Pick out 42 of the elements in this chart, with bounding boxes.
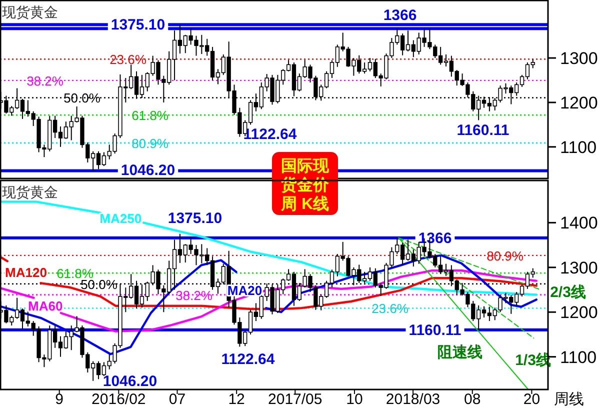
- y-tick-label: 1100: [560, 138, 597, 157]
- annotation: 1160.11: [456, 122, 510, 139]
- annotation: 61.8%: [56, 266, 94, 281]
- x-tick-label: 10: [346, 391, 363, 408]
- annotation: 61.8%: [132, 108, 169, 123]
- series-label: MA60: [28, 298, 63, 314]
- annotation: 80.9%: [486, 248, 524, 264]
- annotation: 阻速线: [438, 344, 482, 361]
- x-tick-label: 2016/02: [92, 391, 146, 408]
- annotation: 1366: [418, 230, 452, 247]
- chart-title: 现货黄金: [2, 184, 58, 200]
- y-tick-label: 1100: [560, 348, 597, 367]
- x-tick-label: 12: [228, 391, 245, 408]
- annotation: 1375.10: [110, 16, 166, 34]
- y-tick-label: 1300: [560, 258, 598, 278]
- x-tick-label: 08: [464, 391, 481, 408]
- y-tick-label: 1200: [560, 303, 598, 322]
- annotation: 50.0%: [64, 90, 101, 106]
- annotation: 1122.64: [243, 126, 298, 143]
- x-tick-label: 2018/03: [386, 391, 440, 408]
- x-tick-label: 9: [55, 391, 64, 408]
- annotation: 38.2%: [26, 73, 64, 88]
- chart-title: 现货黄金: [2, 4, 58, 20]
- annotation: 1160.11: [408, 322, 462, 339]
- annotation: 23.6%: [372, 301, 409, 316]
- y-tick-label: 1200: [560, 93, 598, 112]
- annotation: 1375.10: [168, 210, 222, 227]
- series-label: MA120: [5, 265, 47, 280]
- series-label: MA250: [100, 210, 142, 226]
- annotation: 1122.64: [221, 351, 276, 368]
- y-tick-label: 1400: [560, 214, 598, 233]
- annotation: 1366: [383, 7, 417, 24]
- text: 2/3线: [550, 284, 586, 301]
- x-tick-label: 07: [168, 391, 186, 408]
- annotation: 80.9%: [132, 136, 169, 151]
- annotation: 1046.20: [102, 373, 158, 390]
- x-tick-label: 20: [523, 391, 540, 408]
- annotation: 1046.20: [120, 162, 176, 179]
- annotation: 38.2%: [176, 288, 213, 303]
- y-tick-label: 1300: [560, 49, 598, 68]
- x-axis-title: 周线: [554, 391, 584, 408]
- x-tick-label: 2017/05: [268, 391, 322, 408]
